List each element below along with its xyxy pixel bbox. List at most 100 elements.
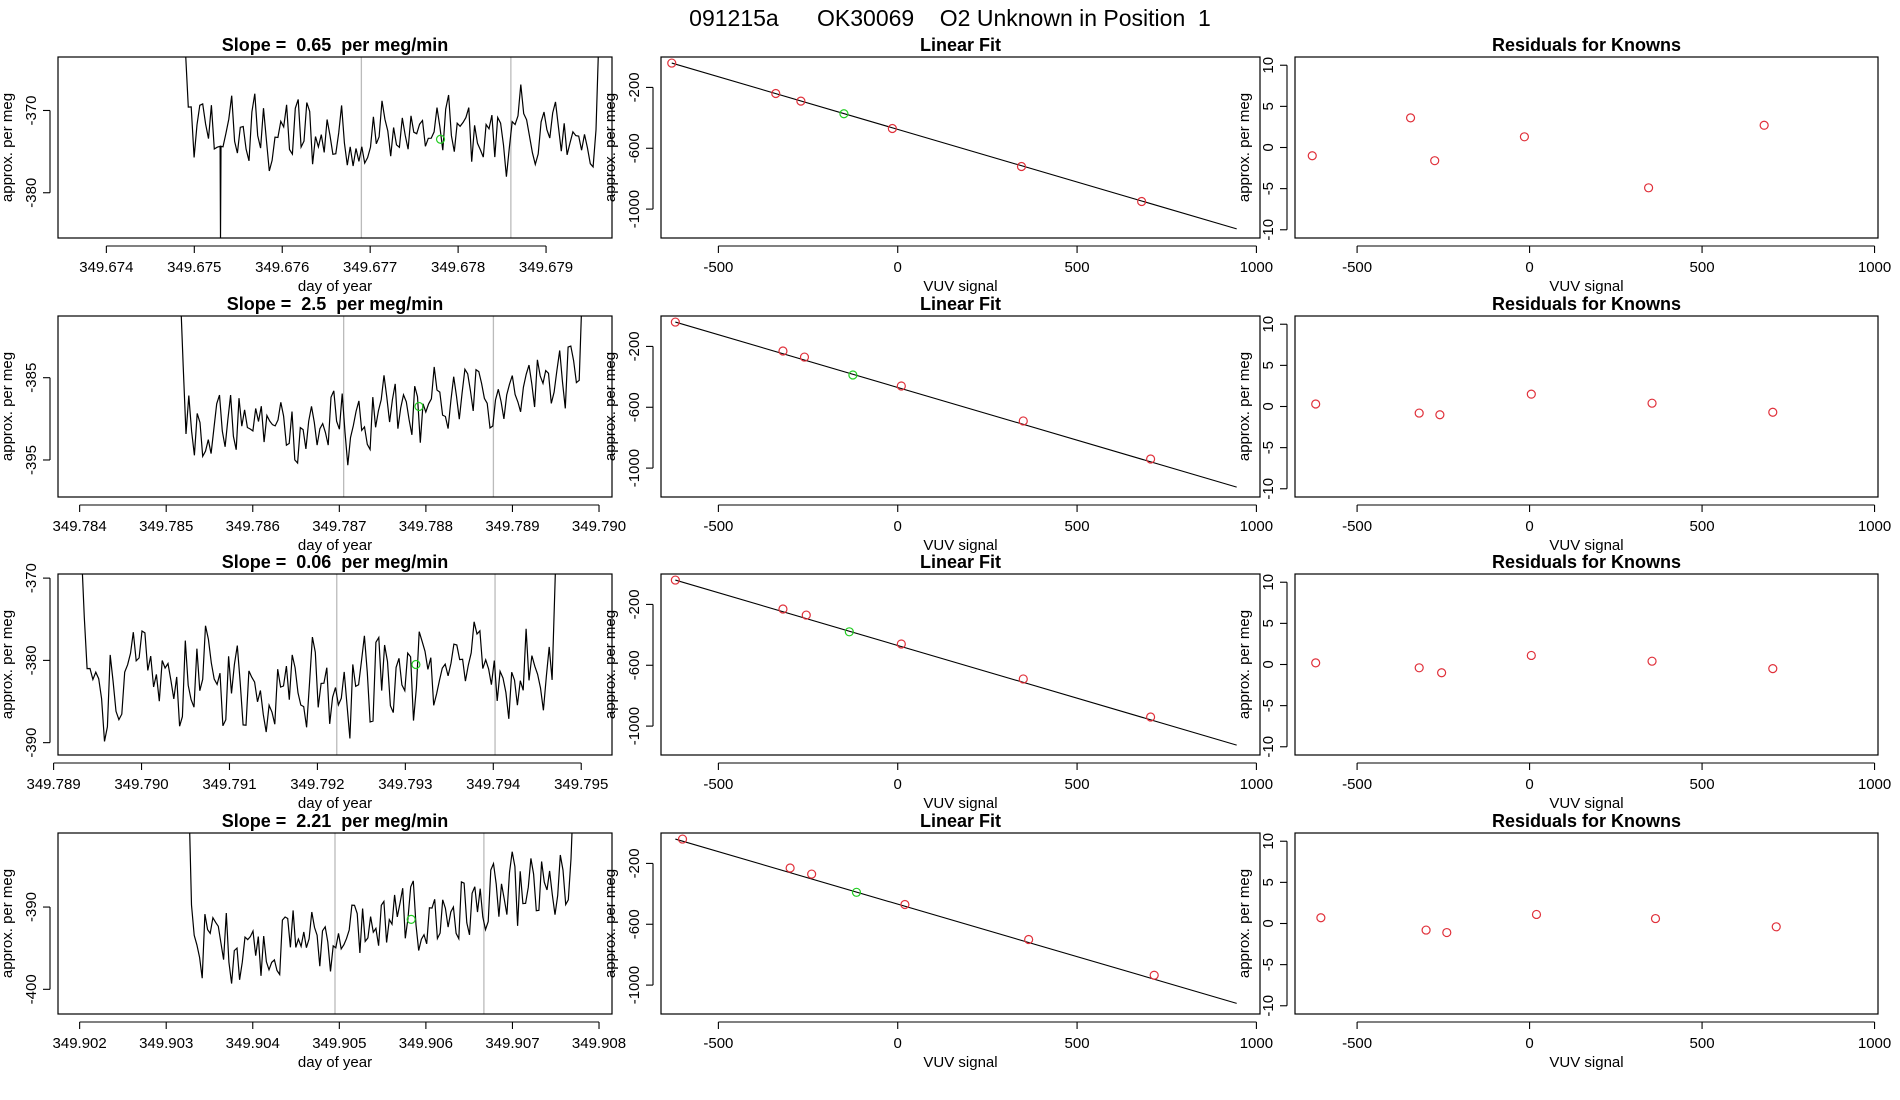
y-tick-label: 0 [1260,919,1277,927]
panel-title: Residuals for Knowns [1492,35,1681,55]
known-point [1421,925,1431,935]
x-tick-label: 349.791 [202,776,256,793]
x-tick-label: 349.787 [312,518,366,535]
timeseries-panel-2: 349.784 349.785 349.786 349.787 349.788 349.7… [0,294,626,554]
y-tick-label: -390 [23,728,40,758]
y-tick-label: 5 [1260,361,1277,369]
panel-title: Linear Fit [920,811,1001,831]
known-point [1146,454,1156,464]
known-point [1307,151,1317,161]
x-tick-label: 349.908 [572,1035,626,1052]
y-tick-label: -600 [626,650,643,680]
y-axis-label: approx. per meg [1236,93,1253,202]
y-tick-label: 10 [1260,833,1277,850]
known-point [1018,674,1028,684]
known-point [1430,156,1440,166]
known-point [1137,196,1147,207]
y-tick-label: -5 [1260,699,1277,712]
page-title: 091215a OK30069 O2 Unknown in Position 1 [689,5,1211,31]
y-tick-label: -1000 [626,449,643,487]
y-tick-label: -5 [1260,182,1277,195]
y-tick-label: 5 [1260,102,1277,110]
x-tick-label: 500 [1065,259,1090,276]
x-tick-label: 0 [1525,259,1533,276]
y-tick-label: -600 [626,909,643,939]
x-tick-label: 349.795 [554,776,608,793]
x-tick-label: -500 [1342,518,1372,535]
y-tick-label: 0 [1260,143,1277,151]
known-point [799,352,810,362]
known-point [1018,416,1028,426]
known-point [677,834,688,844]
x-tick-label: 349.788 [399,518,453,535]
x-tick-label: 349.794 [466,776,520,793]
timeseries-panel-4: 349.902 349.903 349.904 349.905 349.906 349.9… [0,811,626,1071]
x-axis-label: VUV signal [1549,278,1623,295]
x-tick-label: 500 [1690,259,1715,276]
y-tick-label: -380 [23,645,40,675]
x-tick-label: 349.907 [485,1035,539,1052]
x-tick-label: 349.790 [114,776,168,793]
data-trace-line [180,316,582,466]
known-point [1316,913,1326,923]
y-tick-label: -600 [626,392,643,422]
known-point [1643,183,1654,193]
plot-frame [1294,832,1879,1015]
panel-title: Slope = 2.5 per meg/min [227,294,444,314]
plot-area [1311,389,1778,420]
known-point [771,88,781,99]
panel-title: Linear Fit [920,552,1001,572]
unknown-point [435,134,446,144]
x-tick-label: 0 [1525,518,1533,535]
plot-area [81,574,556,755]
y-tick-label: -5 [1260,958,1277,971]
plot-frame [660,573,1261,756]
known-point [1405,113,1416,123]
known-point [896,639,906,649]
x-tick-label: 1000 [1858,259,1891,276]
linear_fit-panel-2: -500 0 500 1000 -1000 -600 -200 Linear Fit VUV s… [602,294,1273,554]
plot-frame [1294,315,1879,498]
y-axis-label: approx. per meg [602,610,619,719]
x-tick-label: 349.903 [139,1035,193,1052]
x-tick-label: 1000 [1240,518,1273,535]
residuals-panel-1: -500 0 500 1000 -10 -5 0 5 10 Residuals for Known… [1236,35,1891,295]
x-axis-label: day of year [298,1054,372,1071]
y-tick-label: 5 [1260,619,1277,627]
linear_fit-panel-4: -500 0 500 1000 -1000 -600 -200 Linear Fit VUV s… [602,811,1273,1071]
x-tick-label: 349.906 [399,1035,453,1052]
known-point [1311,658,1321,668]
plot-frame [660,315,1261,498]
x-tick-label: 349.904 [226,1035,280,1052]
known-point [807,869,817,879]
x-axis-label: VUV signal [923,278,997,295]
panel-title: Linear Fit [920,35,1001,55]
x-tick-label: 500 [1690,1035,1715,1052]
plot-frame [1294,56,1879,239]
known-point [1526,650,1536,661]
known-point [1024,934,1034,945]
x-tick-label: 0 [894,259,902,276]
known-point [1435,410,1445,420]
x-tick-label: 349.793 [378,776,432,793]
known-point [1016,161,1027,172]
x-axis-label: VUV signal [923,537,997,554]
x-tick-label: 1000 [1858,776,1891,793]
plot-area [1307,113,1769,193]
plot-frame [660,832,1261,1015]
x-tick-label: -500 [1342,776,1372,793]
linear_fit-panel-3: -500 0 500 1000 -1000 -600 -200 Linear Fit VUV s… [602,552,1273,812]
x-tick-label: 0 [1525,1035,1533,1052]
unknown-point [406,914,416,924]
plot-area [675,834,1237,1004]
y-axis-label: approx. per meg [0,610,16,719]
x-tick-label: 1000 [1240,1035,1273,1052]
data-trace-line [81,574,556,742]
panel-title: Residuals for Knowns [1492,294,1681,314]
x-tick-label: 349.789 [485,518,539,535]
y-axis-label: approx. per meg [602,93,619,202]
plot-frame [57,573,613,756]
x-tick-label: 1000 [1240,259,1273,276]
plot-area [670,317,1237,488]
unknown-point [851,887,862,897]
